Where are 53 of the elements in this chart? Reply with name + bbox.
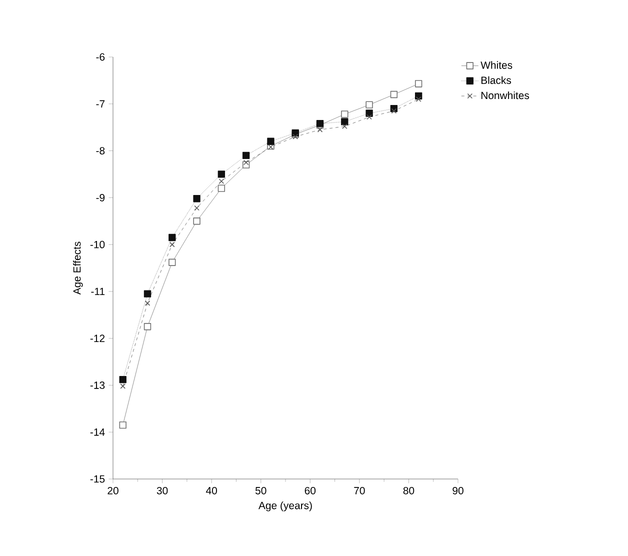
y-tick-label: -15 [90, 475, 105, 483]
point [292, 134, 298, 140]
point [144, 290, 152, 298]
point [144, 300, 150, 306]
point [243, 160, 249, 166]
y-tick-label: -11 [91, 288, 105, 296]
x-tick-label: 20 [108, 486, 118, 494]
point [119, 421, 126, 429]
x-tick-label: 80 [403, 486, 414, 494]
legend-label: Nonwhites [481, 91, 530, 100]
point [242, 152, 250, 160]
y-tick-label: -9 [96, 194, 105, 202]
y-tick-label: -8 [96, 147, 105, 154]
point [120, 384, 126, 389]
point [342, 124, 348, 130]
x-tick-label: 40 [206, 486, 217, 494]
point [317, 127, 323, 132]
point [194, 205, 200, 211]
point [169, 242, 175, 248]
point [366, 114, 372, 120]
point [168, 258, 176, 266]
y-tick-label: -7 [96, 100, 105, 108]
y-axis-title: Age Effects [73, 242, 83, 295]
x-tick-label: 30 [156, 486, 168, 494]
point [193, 195, 200, 202]
point [366, 110, 373, 117]
point [218, 184, 226, 192]
legend-label: Blacks [481, 76, 512, 84]
x-tick-label: 70 [354, 486, 365, 494]
point [366, 101, 373, 108]
x-axis-title: Age (years) [258, 502, 312, 512]
point [414, 80, 422, 88]
point [390, 90, 398, 98]
point [341, 118, 348, 126]
y-tick-label: -12 [90, 334, 105, 342]
x-tick-label: 60 [304, 486, 316, 494]
x-tick-label: 50 [255, 486, 266, 494]
y-tick-label: -14 [90, 428, 105, 436]
point [218, 178, 224, 184]
point [119, 376, 126, 384]
point [391, 108, 397, 114]
point [144, 323, 152, 330]
point [267, 138, 274, 145]
point [416, 96, 422, 102]
x-tick-label: 90 [452, 486, 464, 494]
y-tick-label: -10 [90, 240, 105, 248]
y-tick-label: -6 [96, 53, 105, 61]
point [168, 234, 176, 242]
point [341, 110, 348, 118]
y-tick-label: -13 [90, 382, 105, 389]
legend-label: Whites [480, 61, 512, 69]
point [218, 170, 226, 178]
point [193, 218, 200, 225]
